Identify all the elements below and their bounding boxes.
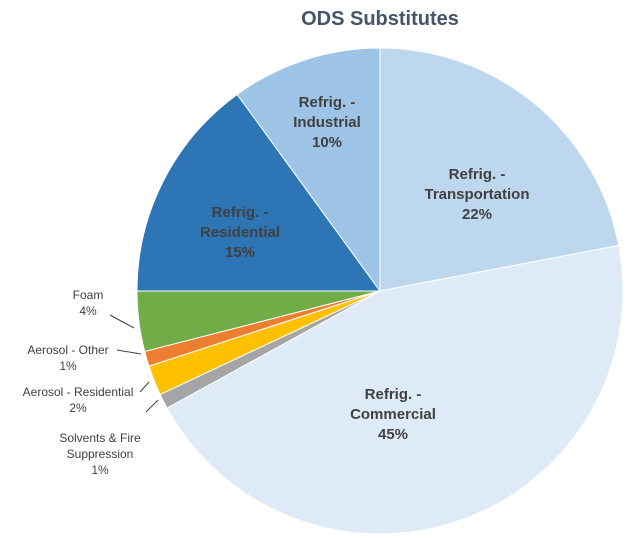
slice-name: Refrig. - Industrial: [293, 94, 361, 131]
slice-label: Foam 4%: [48, 287, 128, 319]
leader-lines: [109, 314, 159, 413]
leader-line: [145, 399, 159, 413]
slice-value: 1%: [59, 359, 77, 373]
slice-label: Refrig. - Residential 15%: [190, 203, 290, 263]
pie-slice: [136, 93, 381, 292]
slice-name: Aerosol - Other: [27, 343, 109, 357]
slice-name: Refrig. - Transportation: [424, 166, 530, 203]
slice-label: Refrig. - Industrial 10%: [282, 93, 372, 153]
slice-value: 45%: [377, 426, 409, 443]
slice-value: 4%: [79, 304, 97, 318]
slice-value: 2%: [69, 401, 87, 415]
pie-slice: [166, 244, 624, 535]
slice-name: Foam: [72, 288, 104, 302]
pie-slice: [379, 47, 620, 292]
leader-line: [139, 381, 150, 393]
slice-value: 1%: [91, 463, 109, 477]
slice-label: Solvents & Fire Suppression 1%: [45, 430, 155, 478]
slice-label: Aerosol - Residential 2%: [3, 384, 153, 416]
slice-value: 10%: [311, 134, 343, 151]
slices: [136, 47, 624, 535]
chart-title: ODS Substitutes: [301, 8, 459, 30]
slice-value: 15%: [224, 244, 256, 261]
slice-name: Solvents & Fire Suppression: [59, 431, 141, 461]
leader-line: [116, 349, 142, 355]
pie-slice: [236, 47, 381, 293]
slice-name: Refrig. - Commercial: [350, 386, 436, 423]
slice-value: 22%: [461, 206, 493, 223]
slice-label: Aerosol - Other 1%: [13, 342, 123, 374]
slice-label: Refrig. - Commercial 45%: [338, 385, 448, 445]
slice-name: Refrig. - Residential: [199, 204, 281, 241]
leader-line: [109, 314, 135, 329]
slice-name: Aerosol - Residential: [22, 385, 134, 399]
slice-label: Refrig. - Transportation 22%: [412, 165, 542, 225]
